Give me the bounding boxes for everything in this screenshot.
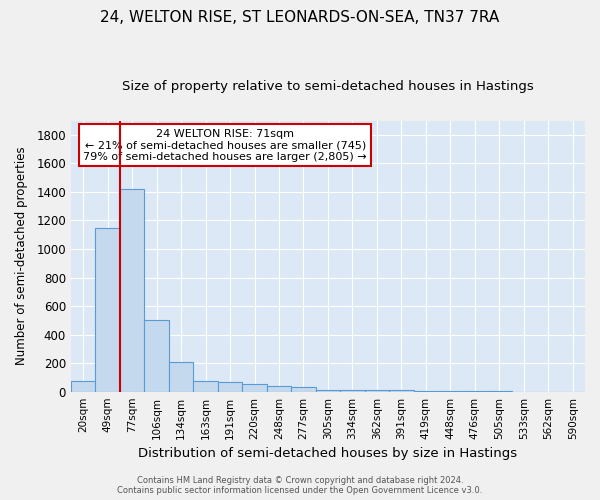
Bar xyxy=(95,228,120,392)
Bar xyxy=(218,382,242,392)
Y-axis label: Number of semi-detached properties: Number of semi-detached properties xyxy=(15,147,28,366)
Title: Size of property relative to semi-detached houses in Hastings: Size of property relative to semi-detach… xyxy=(122,80,534,93)
Bar xyxy=(413,391,438,392)
X-axis label: Distribution of semi-detached houses by size in Hastings: Distribution of semi-detached houses by … xyxy=(139,447,518,460)
Bar xyxy=(291,388,316,392)
Bar xyxy=(71,381,95,392)
Bar xyxy=(365,390,389,392)
Bar xyxy=(340,390,365,392)
Bar xyxy=(145,320,169,392)
Text: 24, WELTON RISE, ST LEONARDS-ON-SEA, TN37 7RA: 24, WELTON RISE, ST LEONARDS-ON-SEA, TN3… xyxy=(100,10,500,25)
Bar xyxy=(389,390,413,392)
Text: 24 WELTON RISE: 71sqm
← 21% of semi-detached houses are smaller (745)
79% of sem: 24 WELTON RISE: 71sqm ← 21% of semi-deta… xyxy=(83,128,367,162)
Bar xyxy=(169,362,193,392)
Bar xyxy=(267,386,291,392)
Bar xyxy=(242,384,267,392)
Text: Contains HM Land Registry data © Crown copyright and database right 2024.
Contai: Contains HM Land Registry data © Crown c… xyxy=(118,476,482,495)
Bar xyxy=(193,381,218,392)
Bar xyxy=(120,189,145,392)
Bar xyxy=(316,390,340,392)
